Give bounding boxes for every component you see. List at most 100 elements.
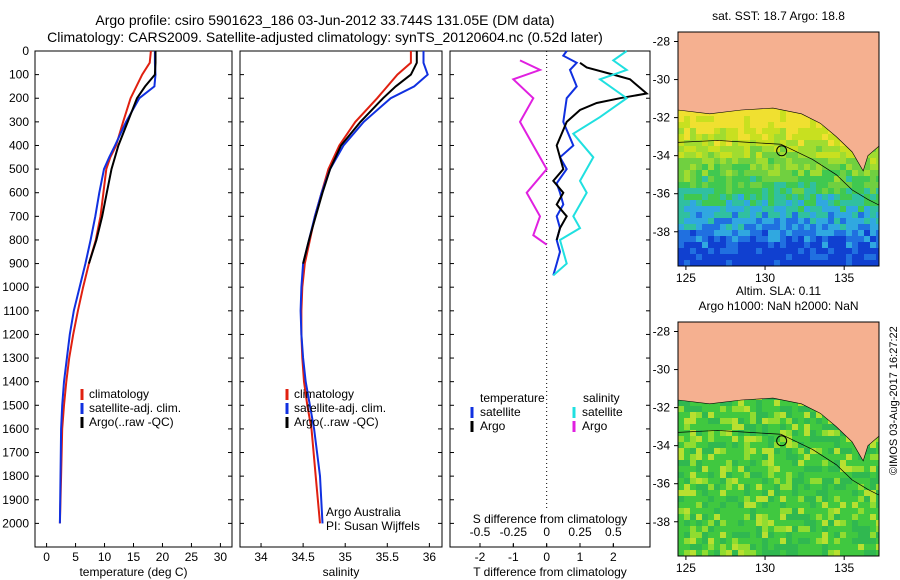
x-tick-label: 135 — [834, 271, 854, 285]
field-cell — [720, 532, 726, 538]
field-cell — [732, 242, 738, 248]
field-cell — [678, 424, 684, 430]
field-cell — [798, 170, 804, 176]
y-tick-label: 300 — [9, 115, 29, 129]
field-cell — [816, 152, 822, 158]
field-cell — [828, 170, 834, 176]
field-cell — [768, 122, 774, 128]
field-cell — [870, 206, 876, 212]
field-cell — [804, 466, 810, 472]
title-line-1: Argo profile: csiro 5901623_186 03-Jun-2… — [95, 12, 555, 28]
field-cell — [756, 164, 762, 170]
field-cell — [846, 182, 852, 188]
field-cell — [720, 206, 726, 212]
field-cell — [780, 242, 786, 248]
field-cell — [750, 424, 756, 430]
field-cell — [696, 128, 702, 134]
field-cell — [864, 224, 870, 230]
field-cell — [852, 550, 858, 556]
field-cell — [852, 448, 858, 454]
field-cell — [696, 448, 702, 454]
field-cell — [732, 164, 738, 170]
series-line-climatology — [300, 51, 412, 524]
field-cell — [732, 218, 738, 224]
field-cell — [786, 236, 792, 242]
field-cell — [840, 454, 846, 460]
field-cell — [876, 550, 879, 556]
field-cell — [768, 128, 774, 134]
field-cell — [840, 478, 846, 484]
field-cell — [816, 538, 822, 544]
field-cell — [732, 176, 738, 182]
field-cell — [804, 538, 810, 544]
field-cell — [708, 128, 714, 134]
field-cell — [732, 514, 738, 520]
field-cell — [696, 550, 702, 556]
field-cell — [708, 472, 714, 478]
field-cell — [840, 158, 846, 164]
field-cell — [786, 170, 792, 176]
field-cell — [744, 526, 750, 532]
field-cell — [726, 140, 732, 146]
field-cell — [786, 194, 792, 200]
field-cell — [678, 224, 684, 230]
field-cell — [852, 466, 858, 472]
field-cell — [744, 442, 750, 448]
field-cell — [804, 418, 810, 424]
field-cell — [756, 260, 762, 266]
field-cell — [798, 460, 804, 466]
field-cell — [750, 128, 756, 134]
field-cell — [762, 406, 768, 412]
field-cell — [744, 514, 750, 520]
field-cell — [690, 448, 696, 454]
field-cell — [864, 478, 870, 484]
field-cell — [756, 212, 762, 218]
field-cell — [798, 448, 804, 454]
field-cell — [834, 442, 840, 448]
field-cell — [702, 134, 708, 140]
field-cell — [828, 146, 834, 152]
field-cell — [870, 508, 876, 514]
field-cell — [798, 508, 804, 514]
field-cell — [690, 158, 696, 164]
field-cell — [732, 424, 738, 430]
field-cell — [714, 122, 720, 128]
x-tick-label: 0 — [43, 550, 50, 564]
field-cell — [750, 200, 756, 206]
field-cell — [876, 532, 879, 538]
field-cell — [732, 430, 738, 436]
field-cell — [720, 418, 726, 424]
field-cell — [684, 502, 690, 508]
field-cell — [690, 418, 696, 424]
field-cell — [744, 496, 750, 502]
field-cell — [804, 182, 810, 188]
field-cell — [768, 424, 774, 430]
field-cell — [864, 514, 870, 520]
field-cell — [864, 218, 870, 224]
field-cell — [738, 188, 744, 194]
field-cell — [792, 188, 798, 194]
field-cell — [774, 466, 780, 472]
field-cell — [792, 242, 798, 248]
field-cell — [870, 538, 876, 544]
field-cell — [702, 466, 708, 472]
field-cell — [858, 538, 864, 544]
field-cell — [696, 206, 702, 212]
field-cell — [732, 110, 738, 116]
field-cell — [720, 140, 726, 146]
field-cell — [690, 242, 696, 248]
field-cell — [822, 218, 828, 224]
field-cell — [714, 248, 720, 254]
field-cell — [720, 248, 726, 254]
field-cell — [774, 206, 780, 212]
field-cell — [738, 400, 744, 406]
field-cell — [786, 254, 792, 260]
field-cell — [780, 544, 786, 550]
field-cell — [816, 176, 822, 182]
field-cell — [786, 182, 792, 188]
field-cell — [738, 242, 744, 248]
field-cell — [684, 538, 690, 544]
x-tick-label: 130 — [755, 561, 775, 575]
field-cell — [696, 514, 702, 520]
field-cell — [702, 430, 708, 436]
